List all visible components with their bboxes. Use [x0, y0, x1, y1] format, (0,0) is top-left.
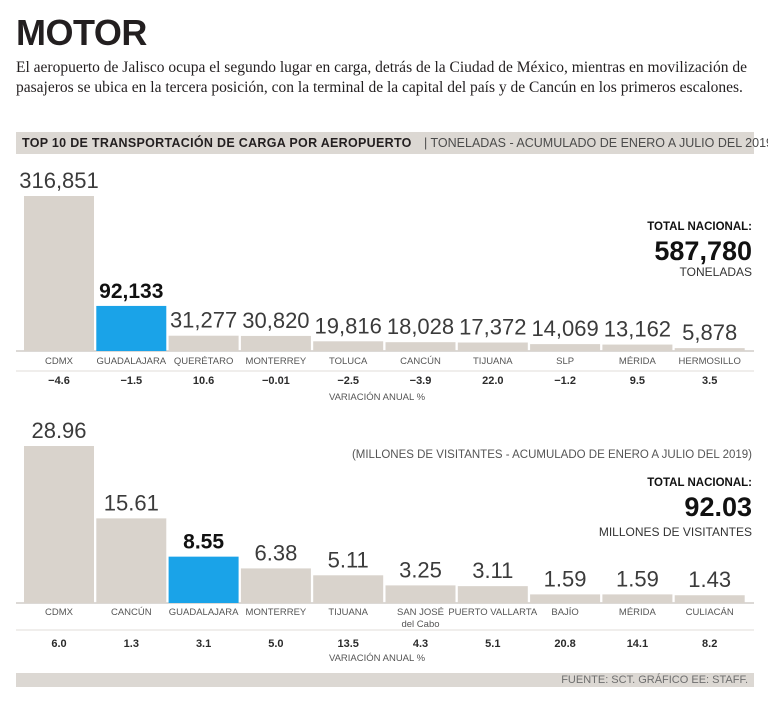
chart1-variation-8: −1.2 [554, 375, 576, 387]
chart1-variation-4: −0.01 [262, 375, 290, 387]
section-title: TOP 10 DE TRANSPORTACIÓN DE CARGA POR AE… [22, 136, 412, 150]
chart1-total-unit: TONELADAS [680, 265, 752, 279]
chart2-variation-caption: VARIACIÓN ANUAL % [329, 653, 426, 664]
chart2-value-label-7: 3.11 [472, 558, 513, 583]
chart2-bar-6 [385, 585, 456, 603]
chart2-bar-2 [96, 518, 167, 603]
chart2-variation-4: 5.0 [268, 638, 283, 650]
chart1-bar-4 [240, 335, 311, 351]
chart2-category-label-10: CULIACÁN [686, 607, 734, 618]
chart1-value-label-10: 5,878 [682, 320, 737, 345]
chart2-category-label-8: BAJÍO [551, 607, 578, 618]
chart2-subtitle: (MILLONES DE VISITANTES - ACUMULADO DE E… [352, 449, 752, 461]
chart2-category-label-3: GUADALAJARA [169, 607, 239, 618]
chart1-category-label-10: HERMOSILLO [679, 356, 741, 367]
chart2-value-label-5: 5.11 [328, 547, 369, 572]
chart2-value-label-6: 3.25 [399, 557, 442, 582]
chart2-category-label-1: CDMX [45, 607, 74, 618]
chart2-total-value: 92.03 [684, 492, 752, 522]
chart1-category-label-6: CANCÚN [400, 356, 441, 367]
chart1-variation-7: 22.0 [482, 375, 503, 387]
chart1-variation-1: −4.6 [48, 375, 70, 387]
chart1-category-label-1: CDMX [45, 356, 74, 367]
chart2-value-label-2: 15.61 [104, 490, 159, 515]
intro-paragraph: El aeropuerto de Jalisco ocupa el segund… [16, 59, 747, 96]
chart2-variation-10: 8.2 [702, 638, 717, 650]
chart1-bar-3 [168, 335, 239, 351]
chart2-category-label-5: TIJUANA [328, 607, 368, 618]
chart1-value-label-3: 31,277 [170, 308, 237, 333]
chart2-value-label-8: 1.59 [544, 566, 587, 591]
chart1-variation-5: −2.5 [337, 375, 359, 387]
chart2-variation-1: 6.0 [51, 638, 66, 650]
chart2-variation-9: 14.1 [627, 638, 648, 650]
chart1-variation-caption: VARIACIÓN ANUAL % [329, 392, 426, 403]
chart1-variation-6: −3.9 [410, 375, 432, 387]
chart1-value-label-6: 18,028 [387, 314, 454, 339]
chart1-value-label-8: 14,069 [531, 316, 598, 341]
chart2-bar-4 [240, 568, 311, 603]
chart1-value-label-2: 92,133 [99, 280, 163, 303]
chart1-category-label-8: SLP [556, 356, 574, 367]
chart1-bar-9 [602, 344, 673, 351]
chart1-total-label: TOTAL NACIONAL: [647, 221, 752, 233]
chart2-bar-9 [602, 594, 673, 603]
chart1-bar-8 [530, 344, 601, 351]
chart2-total-unit: MILLONES DE VISITANTES [599, 525, 752, 539]
chart1-value-label-1: 316,851 [19, 168, 99, 193]
chart2-category-label-6-line2: del Cabo [401, 619, 439, 630]
chart1-bar-7 [457, 342, 528, 351]
chart2-category-label-7: PUERTO VALLARTA [448, 607, 538, 618]
chart2-variation-2: 1.3 [124, 638, 139, 650]
chart2-value-label-3: 8.55 [183, 531, 224, 554]
chart2-variation-7: 5.1 [485, 638, 500, 650]
section-subtitle: | TONELADAS - ACUMULADO DE ENERO A JULIO… [424, 136, 768, 150]
chart2-value-label-1: 28.96 [31, 418, 86, 443]
chart2-variation-3: 3.1 [196, 638, 211, 650]
page-title: MOTOR [16, 12, 147, 53]
chart2-variation-6: 4.3 [413, 638, 428, 650]
chart2-bar-7 [457, 586, 528, 603]
chart1-bar-1 [24, 196, 94, 351]
chart2-total-label: TOTAL NACIONAL: [647, 477, 752, 489]
chart1-category-label-2: GUADALAJARA [96, 356, 166, 367]
chart1-variation-3: 10.6 [193, 375, 214, 387]
chart1-category-label-3: QUERÉTARO [174, 356, 233, 367]
section-header-bar: TOP 10 DE TRANSPORTACIÓN DE CARGA POR AE… [16, 132, 768, 154]
chart1-category-label-4: MONTERREY [246, 356, 307, 367]
chart1-bar-5 [313, 341, 384, 351]
chart2-value-label-4: 6.38 [254, 540, 297, 565]
chart1-bar-2 [96, 305, 167, 351]
chart1-value-label-7: 17,372 [459, 315, 526, 340]
chart1-bar-6 [385, 342, 456, 351]
chart1-category-label-7: TIJUANA [473, 356, 513, 367]
chart2-category-label-9: MÉRIDA [619, 607, 657, 618]
chart2-category-label-4: MONTERREY [246, 607, 307, 618]
chart2-bar-3 [168, 556, 239, 603]
chart2-value-label-9: 1.59 [616, 566, 659, 591]
chart2-category-label-2: CANCÚN [111, 607, 152, 618]
chart1-category-label-5: TOLUCA [329, 356, 368, 367]
chart1-variation-9: 9.5 [630, 375, 645, 387]
chart2-value-label-10: 1.43 [688, 567, 731, 592]
chart1-value-label-5: 19,816 [315, 313, 382, 338]
chart1-total-value: 587,780 [654, 236, 752, 266]
chart1-value-label-4: 30,820 [242, 308, 309, 333]
chart2-bar-8 [530, 594, 601, 603]
chart1-category-label-9: MÉRIDA [619, 356, 657, 367]
chart1-variation-10: 3.5 [702, 375, 717, 387]
chart2-category-label-6: SAN JOSÉ [397, 607, 444, 618]
chart1-value-label-9: 13,162 [604, 317, 671, 342]
chart2-variation-8: 20.8 [554, 638, 575, 650]
chart2-bar-1 [24, 446, 94, 603]
chart2-bar-5 [313, 575, 384, 603]
chart1-bar-10 [674, 348, 745, 351]
source-note: FUENTE: SCT. GRÁFICO EE: STAFF. [561, 674, 748, 686]
chart2-variation-5: 13.5 [337, 638, 358, 650]
chart2-bar-10 [674, 595, 745, 603]
footer-bar: FUENTE: SCT. GRÁFICO EE: STAFF. [16, 673, 754, 687]
chart1-variation-2: −1.5 [120, 375, 142, 387]
